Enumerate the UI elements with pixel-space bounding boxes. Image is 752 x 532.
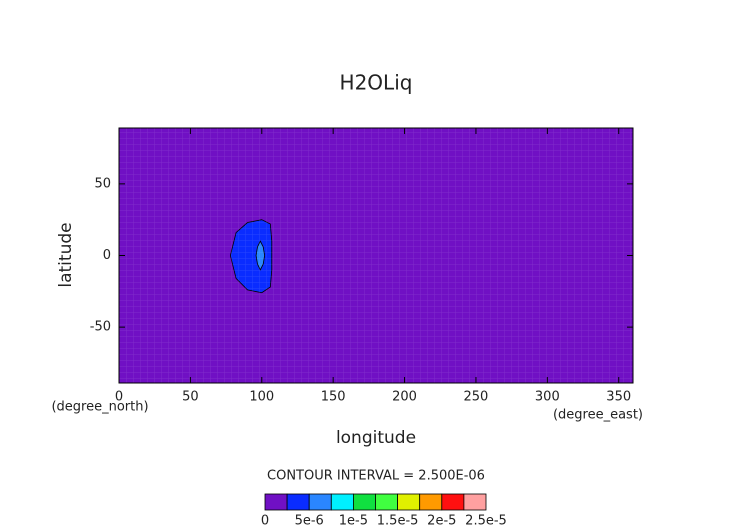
colorbar-swatch [308, 493, 332, 511]
x-axis-label: longitude [336, 428, 416, 448]
y-tick-label: -50 [90, 320, 111, 335]
colorbar-swatch [397, 493, 421, 511]
y-axis-label: latitude [56, 222, 76, 287]
colorbar-label: 0 [261, 514, 269, 529]
colorbar-swatch [264, 493, 288, 511]
x-tick-label: 350 [606, 390, 631, 405]
x-tick-label: 150 [321, 390, 346, 405]
grid-overlay [119, 128, 633, 383]
colorbar-label: 1.5e-5 [377, 514, 419, 529]
colorbar-label: 2.5e-5 [465, 514, 507, 529]
colorbar-swatch [375, 493, 399, 511]
y-units: (degree_north) [51, 400, 148, 415]
colorbar-swatch [463, 493, 487, 511]
x-tick-label: 100 [249, 390, 274, 405]
x-units: (degree_east) [553, 408, 643, 423]
y-tick-label: 50 [94, 176, 111, 191]
colorbar-label: 5e-6 [295, 514, 324, 529]
colorbar-swatch [330, 493, 354, 511]
contour-interval: CONTOUR INTERVAL = 2.500E-06 [267, 469, 485, 484]
colorbar-swatch [419, 493, 443, 511]
colorbar-swatch [441, 493, 465, 511]
colorbar-label: 1e-5 [339, 514, 368, 529]
x-tick-label: 0 [115, 390, 123, 405]
colorbar-swatch [286, 493, 310, 511]
x-tick-label: 300 [535, 390, 560, 405]
x-tick-label: 250 [464, 390, 489, 405]
colorbar-swatch [352, 493, 376, 511]
y-tick-label: 0 [103, 248, 111, 263]
x-tick-label: 200 [392, 390, 417, 405]
colorbar-label: 2e-5 [427, 514, 456, 529]
chart-title: H2OLiq [340, 71, 413, 95]
x-tick-label: 50 [182, 390, 199, 405]
